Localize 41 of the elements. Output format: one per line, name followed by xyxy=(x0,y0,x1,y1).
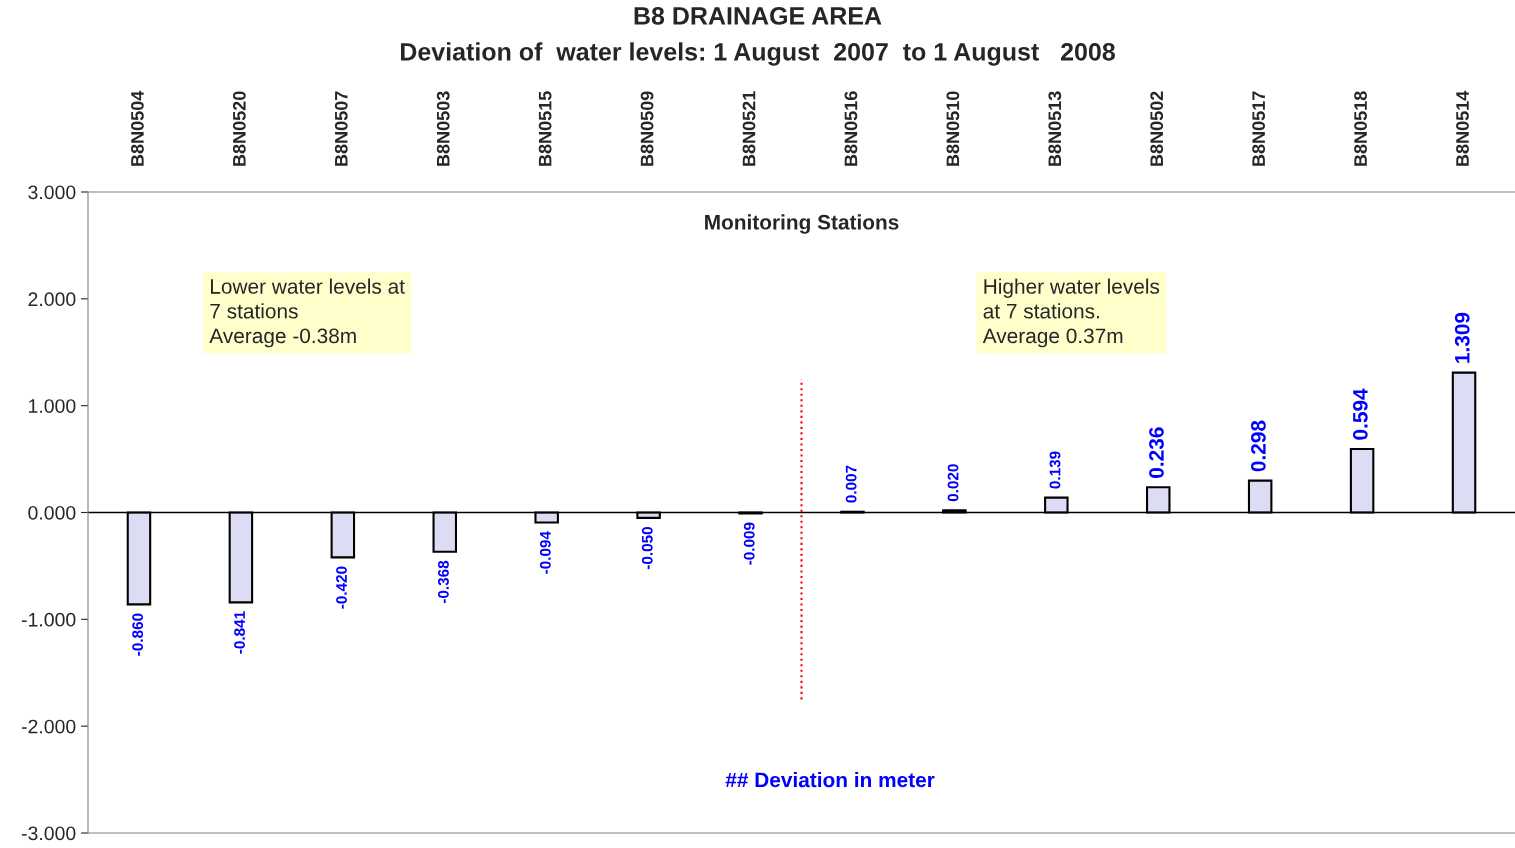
data-label: 0.236 xyxy=(1149,427,1164,478)
annotation: Higher water levels at 7 stations. Average 0.37m xyxy=(982,278,1160,348)
y-axis-title: ## Deviation in meter xyxy=(725,772,935,788)
x-tick-label: B8N0514 xyxy=(1456,90,1469,166)
data-label: 0.020 xyxy=(947,464,959,502)
chart-title: B8 DRAINAGE AREA xyxy=(634,7,882,25)
x-tick-label: B8N0520 xyxy=(232,91,246,166)
data-label: -0.860 xyxy=(132,613,144,656)
data-label: -0.368 xyxy=(438,560,449,604)
y-tick-label: -2.000 xyxy=(21,719,76,734)
y-tick-label: 0.000 xyxy=(28,505,76,520)
data-label: 0.007 xyxy=(845,465,857,503)
x-tick-label: B8N0521 xyxy=(742,91,756,166)
data-label: 0.298 xyxy=(1251,420,1266,472)
data-label: 0.139 xyxy=(1049,451,1061,489)
x-tick-label: B8N0507 xyxy=(334,91,348,166)
x-tick-label: B8N0509 xyxy=(640,91,654,166)
data-label: 0.594 xyxy=(1352,388,1368,440)
data-label: -0.050 xyxy=(641,527,653,570)
data-label: -0.094 xyxy=(539,531,551,574)
x-tick-label: B8N0517 xyxy=(1252,91,1266,166)
y-tick-label: -1.000 xyxy=(21,612,76,627)
x-tick-label: B8N0502 xyxy=(1150,91,1164,166)
chart-subtitle: Deviation of water levels: 1 August 2007 to 1 August 2008 xyxy=(401,42,1115,66)
y-tick-label: 2.000 xyxy=(28,292,76,307)
x-tick-label: B8N0504 xyxy=(131,90,144,166)
x-tick-label: B8N0516 xyxy=(844,91,858,166)
x-tick-label: B8N0518 xyxy=(1354,91,1367,166)
data-label: 1.309 xyxy=(1454,312,1470,363)
y-tick-label: -3.000 xyxy=(21,826,76,841)
y-tick-label: 3.000 xyxy=(28,185,76,200)
x-tick-label: B8N0513 xyxy=(1048,91,1062,166)
data-label: -0.841 xyxy=(234,611,245,654)
x-tick-label: B8N0503 xyxy=(436,91,450,166)
data-label: -0.009 xyxy=(743,522,755,565)
x-axis-title: Monitoring Stations xyxy=(705,214,899,234)
y-tick-label: 1.000 xyxy=(29,399,76,413)
data-label: -0.420 xyxy=(336,566,347,609)
x-tick-label: B8N0510 xyxy=(946,91,960,166)
annotation: Lower water levels at 7 stations Average -0.38m xyxy=(209,278,405,348)
x-tick-label: B8N0515 xyxy=(538,91,552,166)
